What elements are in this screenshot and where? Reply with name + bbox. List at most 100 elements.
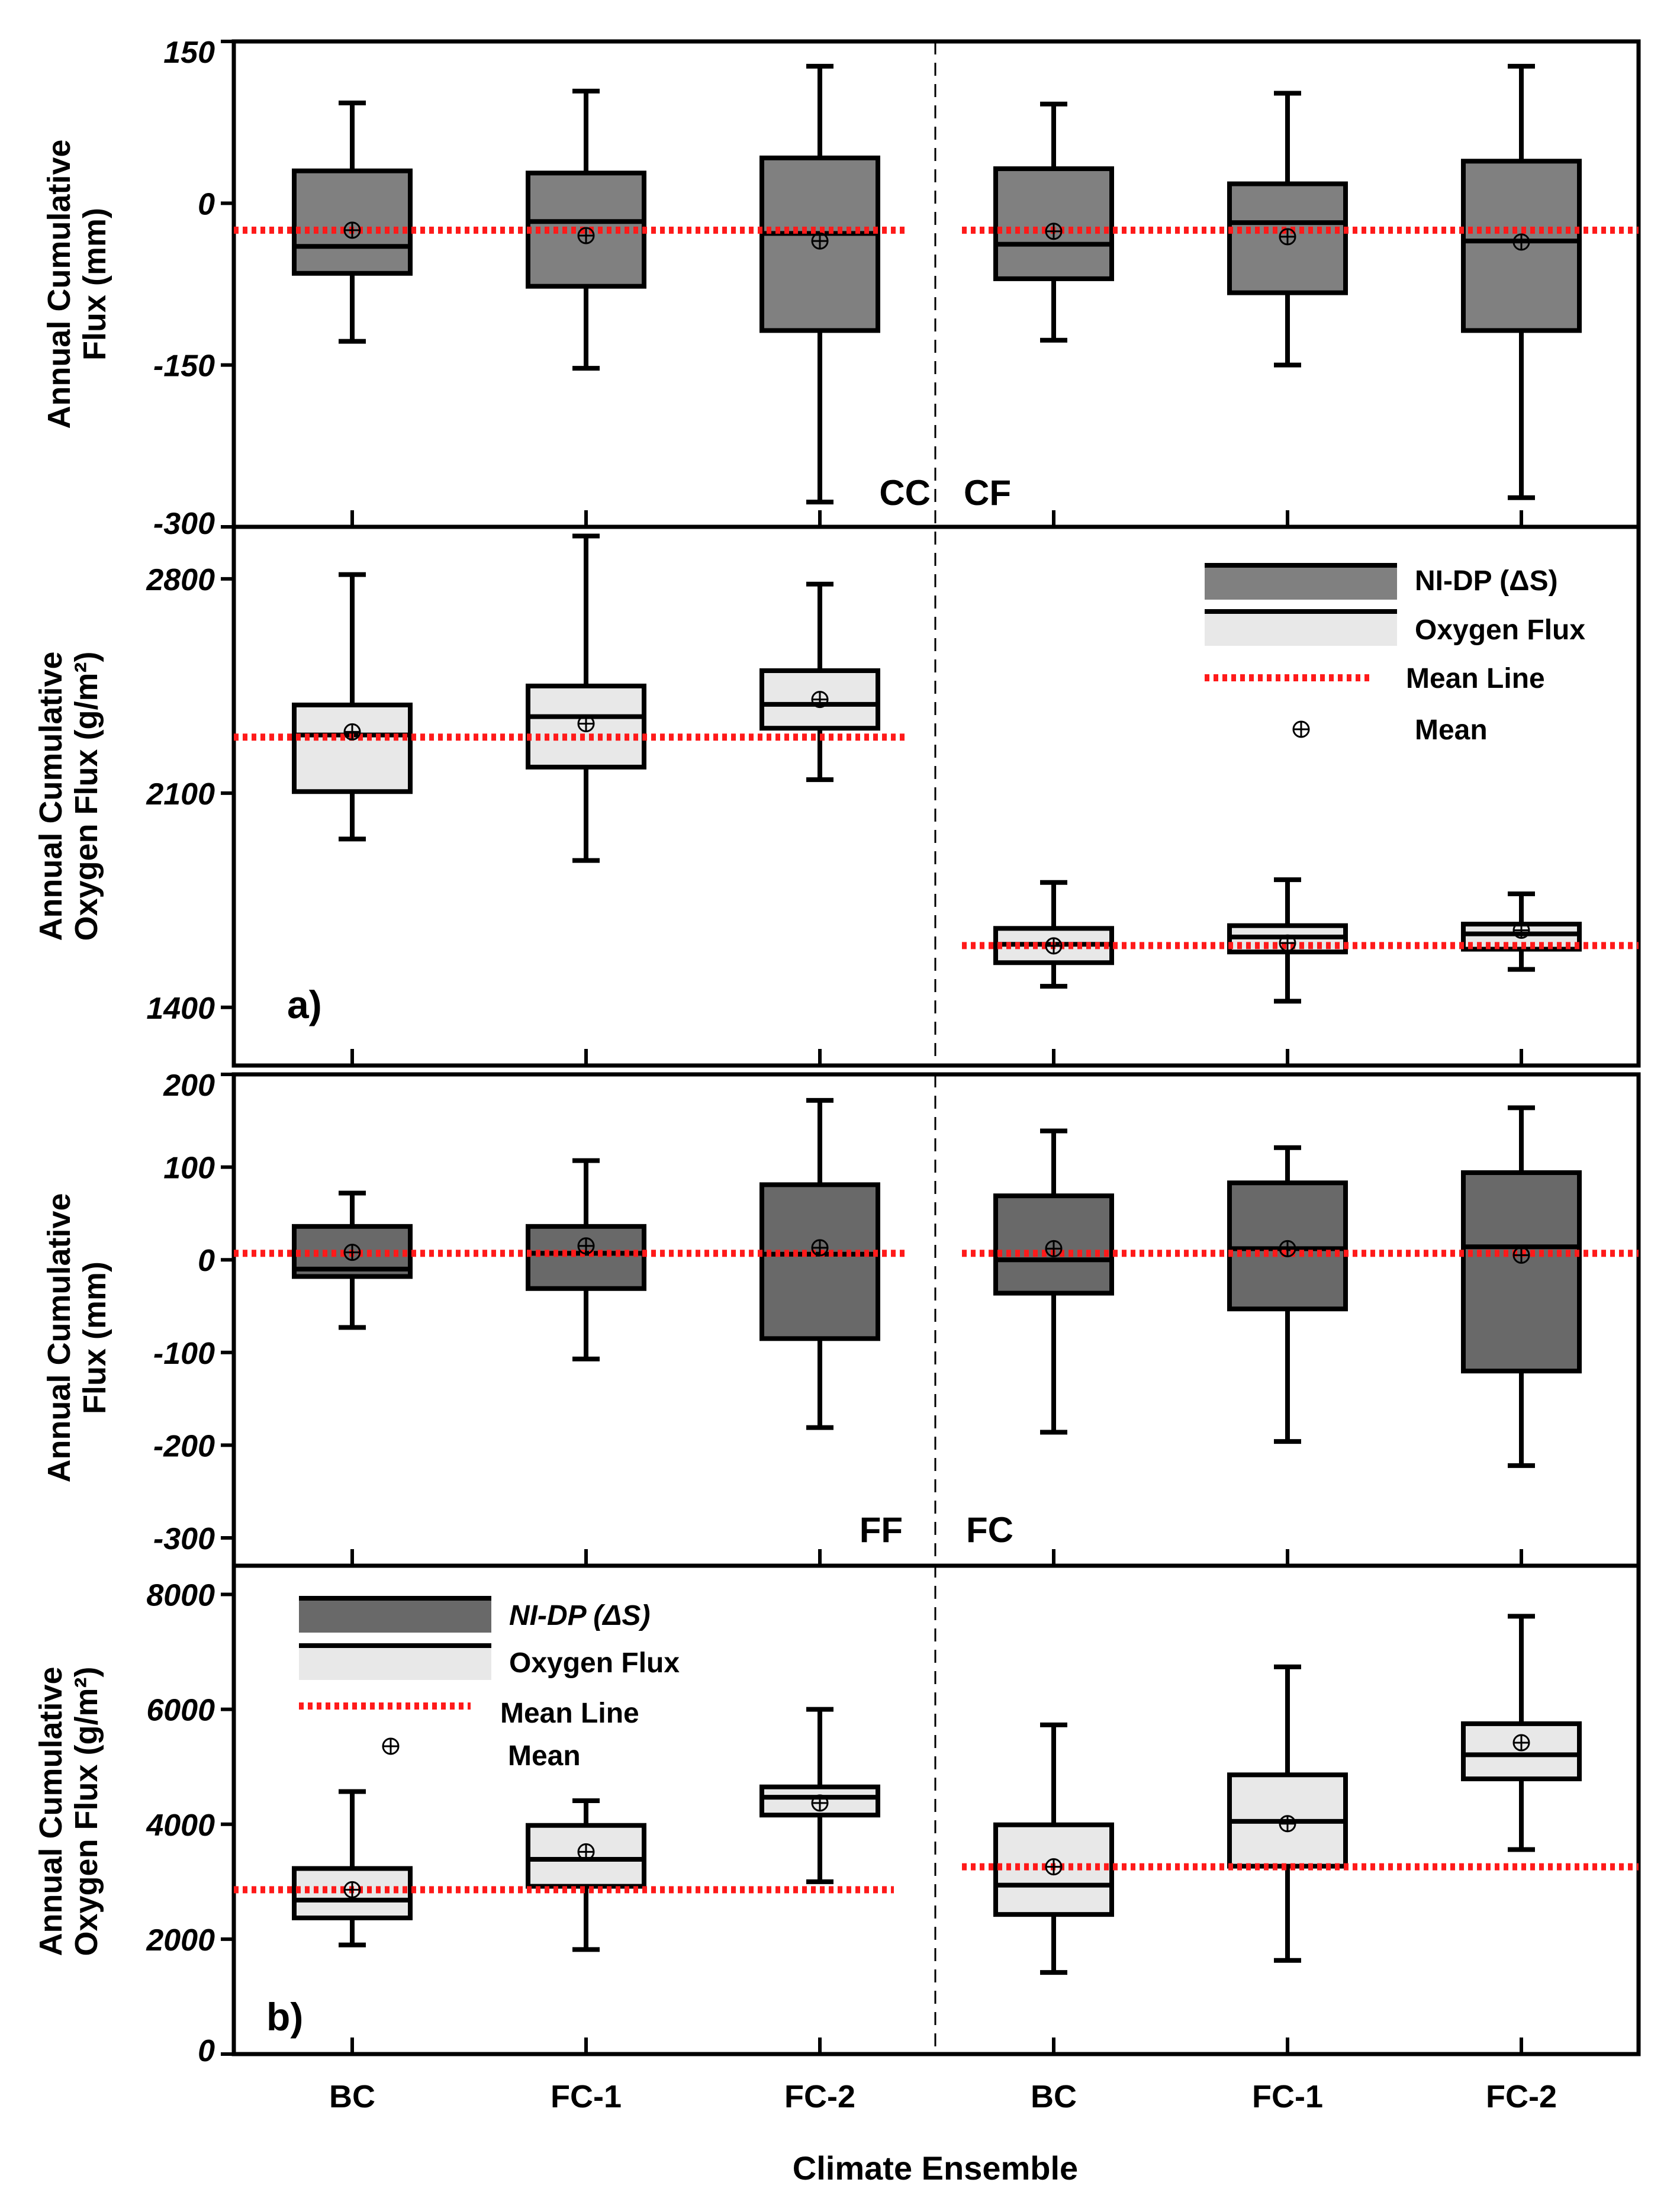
y-tick-label: 6000 (146, 1694, 215, 1728)
group-label: FF (860, 1510, 903, 1550)
box-fc-1 (1227, 91, 1348, 368)
box-fc-2 (1461, 1614, 1582, 1852)
y-axis-title-line: Oxygen Flux (g/m²) (69, 651, 104, 941)
legend-b: NI-DP (ΔS) Oxygen Flux Mean Line Mean (299, 1596, 680, 1772)
box-fc-1 (526, 1158, 646, 1361)
mean-marker (811, 1794, 829, 1812)
legend-b-mean-label: Mean (508, 1740, 581, 1772)
mean-marker (343, 1881, 361, 1898)
legend-b-oxygen-swatch (299, 1646, 491, 1680)
box-iqr (759, 1182, 880, 1341)
panel-label: a) (287, 983, 322, 1026)
y-tick-label: 2100 (146, 777, 215, 812)
mean-marker (1045, 223, 1063, 240)
box-fc-1 (526, 533, 646, 863)
y-tick-label: -300 (153, 507, 215, 541)
mean-marker (1279, 228, 1296, 246)
x-category-label: FC-2 (784, 2079, 855, 2114)
legend-a-mean-marker (1292, 720, 1310, 738)
legend-b-mean-line-label: Mean Line (500, 1698, 639, 1729)
mean-marker (1045, 937, 1063, 955)
y-tick-label: -200 (153, 1429, 215, 1463)
y-tick-label: -100 (153, 1337, 215, 1371)
mean-marker (1512, 233, 1530, 251)
y-tick-label: 4000 (146, 1808, 215, 1843)
y-axis-title-line: Annual Cumulative (33, 651, 69, 941)
group-label: CF (964, 473, 1011, 513)
mean-marker (811, 691, 829, 709)
x-category-label: BC (1031, 2079, 1077, 2114)
x-category-label: FC-2 (1486, 2079, 1557, 2114)
mean-marker (343, 723, 361, 741)
mean-marker (1279, 1815, 1296, 1833)
box-bc (292, 572, 413, 842)
mean-marker (1512, 921, 1530, 939)
y-axis-title-line: Annual Cumulative (41, 139, 77, 429)
y-tick-label: 0 (198, 1244, 215, 1278)
box-fc-2 (759, 1097, 880, 1430)
y-axis-title-line: Flux (mm) (77, 208, 112, 360)
mean-marker (1045, 1858, 1063, 1876)
box-bc (993, 1128, 1114, 1435)
y-axis-title-line: Annual Cumulative (41, 1193, 77, 1482)
x-axis-title: Climate Ensemble (793, 2149, 1078, 2187)
panel-label: b) (266, 1995, 303, 2039)
mean-marker (343, 1244, 361, 1261)
legend-a-ni-dp-label: NI-DP (ΔS) (1415, 565, 1558, 597)
legend-b-mean-marker (382, 1737, 400, 1755)
mean-marker (1512, 1734, 1530, 1752)
x-axis-categories: BC FC-1 FC-2 BC FC-1 FC-2 (329, 2079, 1557, 2114)
y-tick-label: 8000 (146, 1579, 215, 1613)
box-iqr (1461, 1721, 1582, 1782)
legend-b-ni-dp-label: NI-DP (ΔS) (509, 1600, 650, 1631)
panel-b-water: 200 100 0 -100 -200 -300 Annual Cumulative Flux… (41, 1068, 1639, 1566)
mean-marker (1512, 1246, 1530, 1264)
legend-a-oxygen-swatch (1205, 611, 1397, 646)
mean-marker (1279, 1240, 1296, 1257)
y-tick-label: 1400 (146, 992, 215, 1026)
legend-b-oxygen-label: Oxygen Flux (509, 1647, 680, 1679)
mean-marker (577, 714, 595, 732)
y-tick-label: 2800 (146, 563, 215, 597)
legend-a-mean-line-label: Mean Line (1406, 663, 1545, 694)
mean-marker (1045, 1240, 1063, 1257)
legend-a-ni-dp-swatch (1205, 565, 1397, 600)
y-tick-label: 150 (163, 36, 215, 70)
group-label: FC (966, 1510, 1013, 1550)
panel-a-water: 150 0 -150 -300 Annual Cumulative Flux (mm) CC… (41, 36, 1639, 541)
legend-a-oxygen-label: Oxygen Flux (1415, 614, 1585, 646)
box-iqr (292, 702, 413, 794)
y-tick-label: 100 (163, 1151, 215, 1186)
mean-marker (577, 1843, 595, 1861)
legend-b-ni-dp-swatch (299, 1598, 491, 1633)
x-category-label: BC (329, 2079, 375, 2114)
x-category-label: FC-1 (551, 2079, 622, 2114)
y-axis-title-line: Flux (mm) (77, 1261, 112, 1414)
mean-marker (811, 232, 829, 250)
mean-marker (577, 227, 595, 244)
group-label: CC (879, 473, 931, 513)
mean-marker (577, 1237, 595, 1255)
box-bc (292, 1789, 413, 1948)
legend-a-mean-label: Mean (1415, 714, 1488, 746)
y-tick-label: 0 (198, 187, 215, 221)
box-bc (292, 1190, 413, 1330)
y-axis-title-line: Oxygen Flux (g/m²) (69, 1666, 104, 1956)
y-tick-label: -300 (153, 1522, 215, 1556)
mean-marker (343, 221, 361, 239)
box-iqr (526, 1224, 646, 1291)
legend-a: NI-DP (ΔS) Oxygen Flux Mean Line Mean (1205, 563, 1585, 746)
mean-marker (811, 1239, 829, 1257)
y-tick-label: -150 (153, 349, 215, 384)
y-axis-title-line: Annual Cumulative (33, 1666, 69, 1956)
mean-marker (1279, 934, 1296, 952)
y-tick-label: 200 (163, 1068, 215, 1103)
x-category-label: FC-1 (1252, 2079, 1323, 2114)
y-tick-label: 0 (198, 2034, 215, 2068)
box-fc-2 (1461, 1105, 1582, 1468)
box-iqr (1461, 1170, 1582, 1374)
y-tick-label: 2000 (146, 1923, 215, 1958)
